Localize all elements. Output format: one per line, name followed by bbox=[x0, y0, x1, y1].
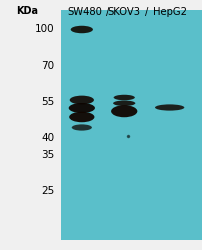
Text: 25: 25 bbox=[41, 186, 55, 196]
Ellipse shape bbox=[113, 100, 135, 106]
Ellipse shape bbox=[69, 112, 95, 122]
Ellipse shape bbox=[71, 26, 93, 33]
Text: 40: 40 bbox=[41, 133, 55, 143]
Ellipse shape bbox=[114, 95, 135, 100]
Ellipse shape bbox=[111, 105, 137, 117]
Text: /: / bbox=[106, 7, 110, 17]
Bar bbox=[61, 10, 202, 240]
Text: 100: 100 bbox=[35, 24, 55, 34]
Ellipse shape bbox=[155, 104, 184, 110]
Text: 35: 35 bbox=[41, 150, 55, 160]
Text: SW480: SW480 bbox=[67, 7, 102, 17]
Text: HepG2: HepG2 bbox=[153, 7, 187, 17]
Text: SKOV3: SKOV3 bbox=[108, 7, 141, 17]
Text: /: / bbox=[145, 7, 148, 17]
Text: 55: 55 bbox=[41, 97, 55, 107]
Ellipse shape bbox=[72, 124, 92, 130]
Text: KDa: KDa bbox=[16, 6, 38, 16]
Ellipse shape bbox=[69, 103, 95, 113]
Bar bbox=[0, 0, 61, 250]
Ellipse shape bbox=[70, 96, 94, 104]
Text: 70: 70 bbox=[41, 61, 55, 71]
